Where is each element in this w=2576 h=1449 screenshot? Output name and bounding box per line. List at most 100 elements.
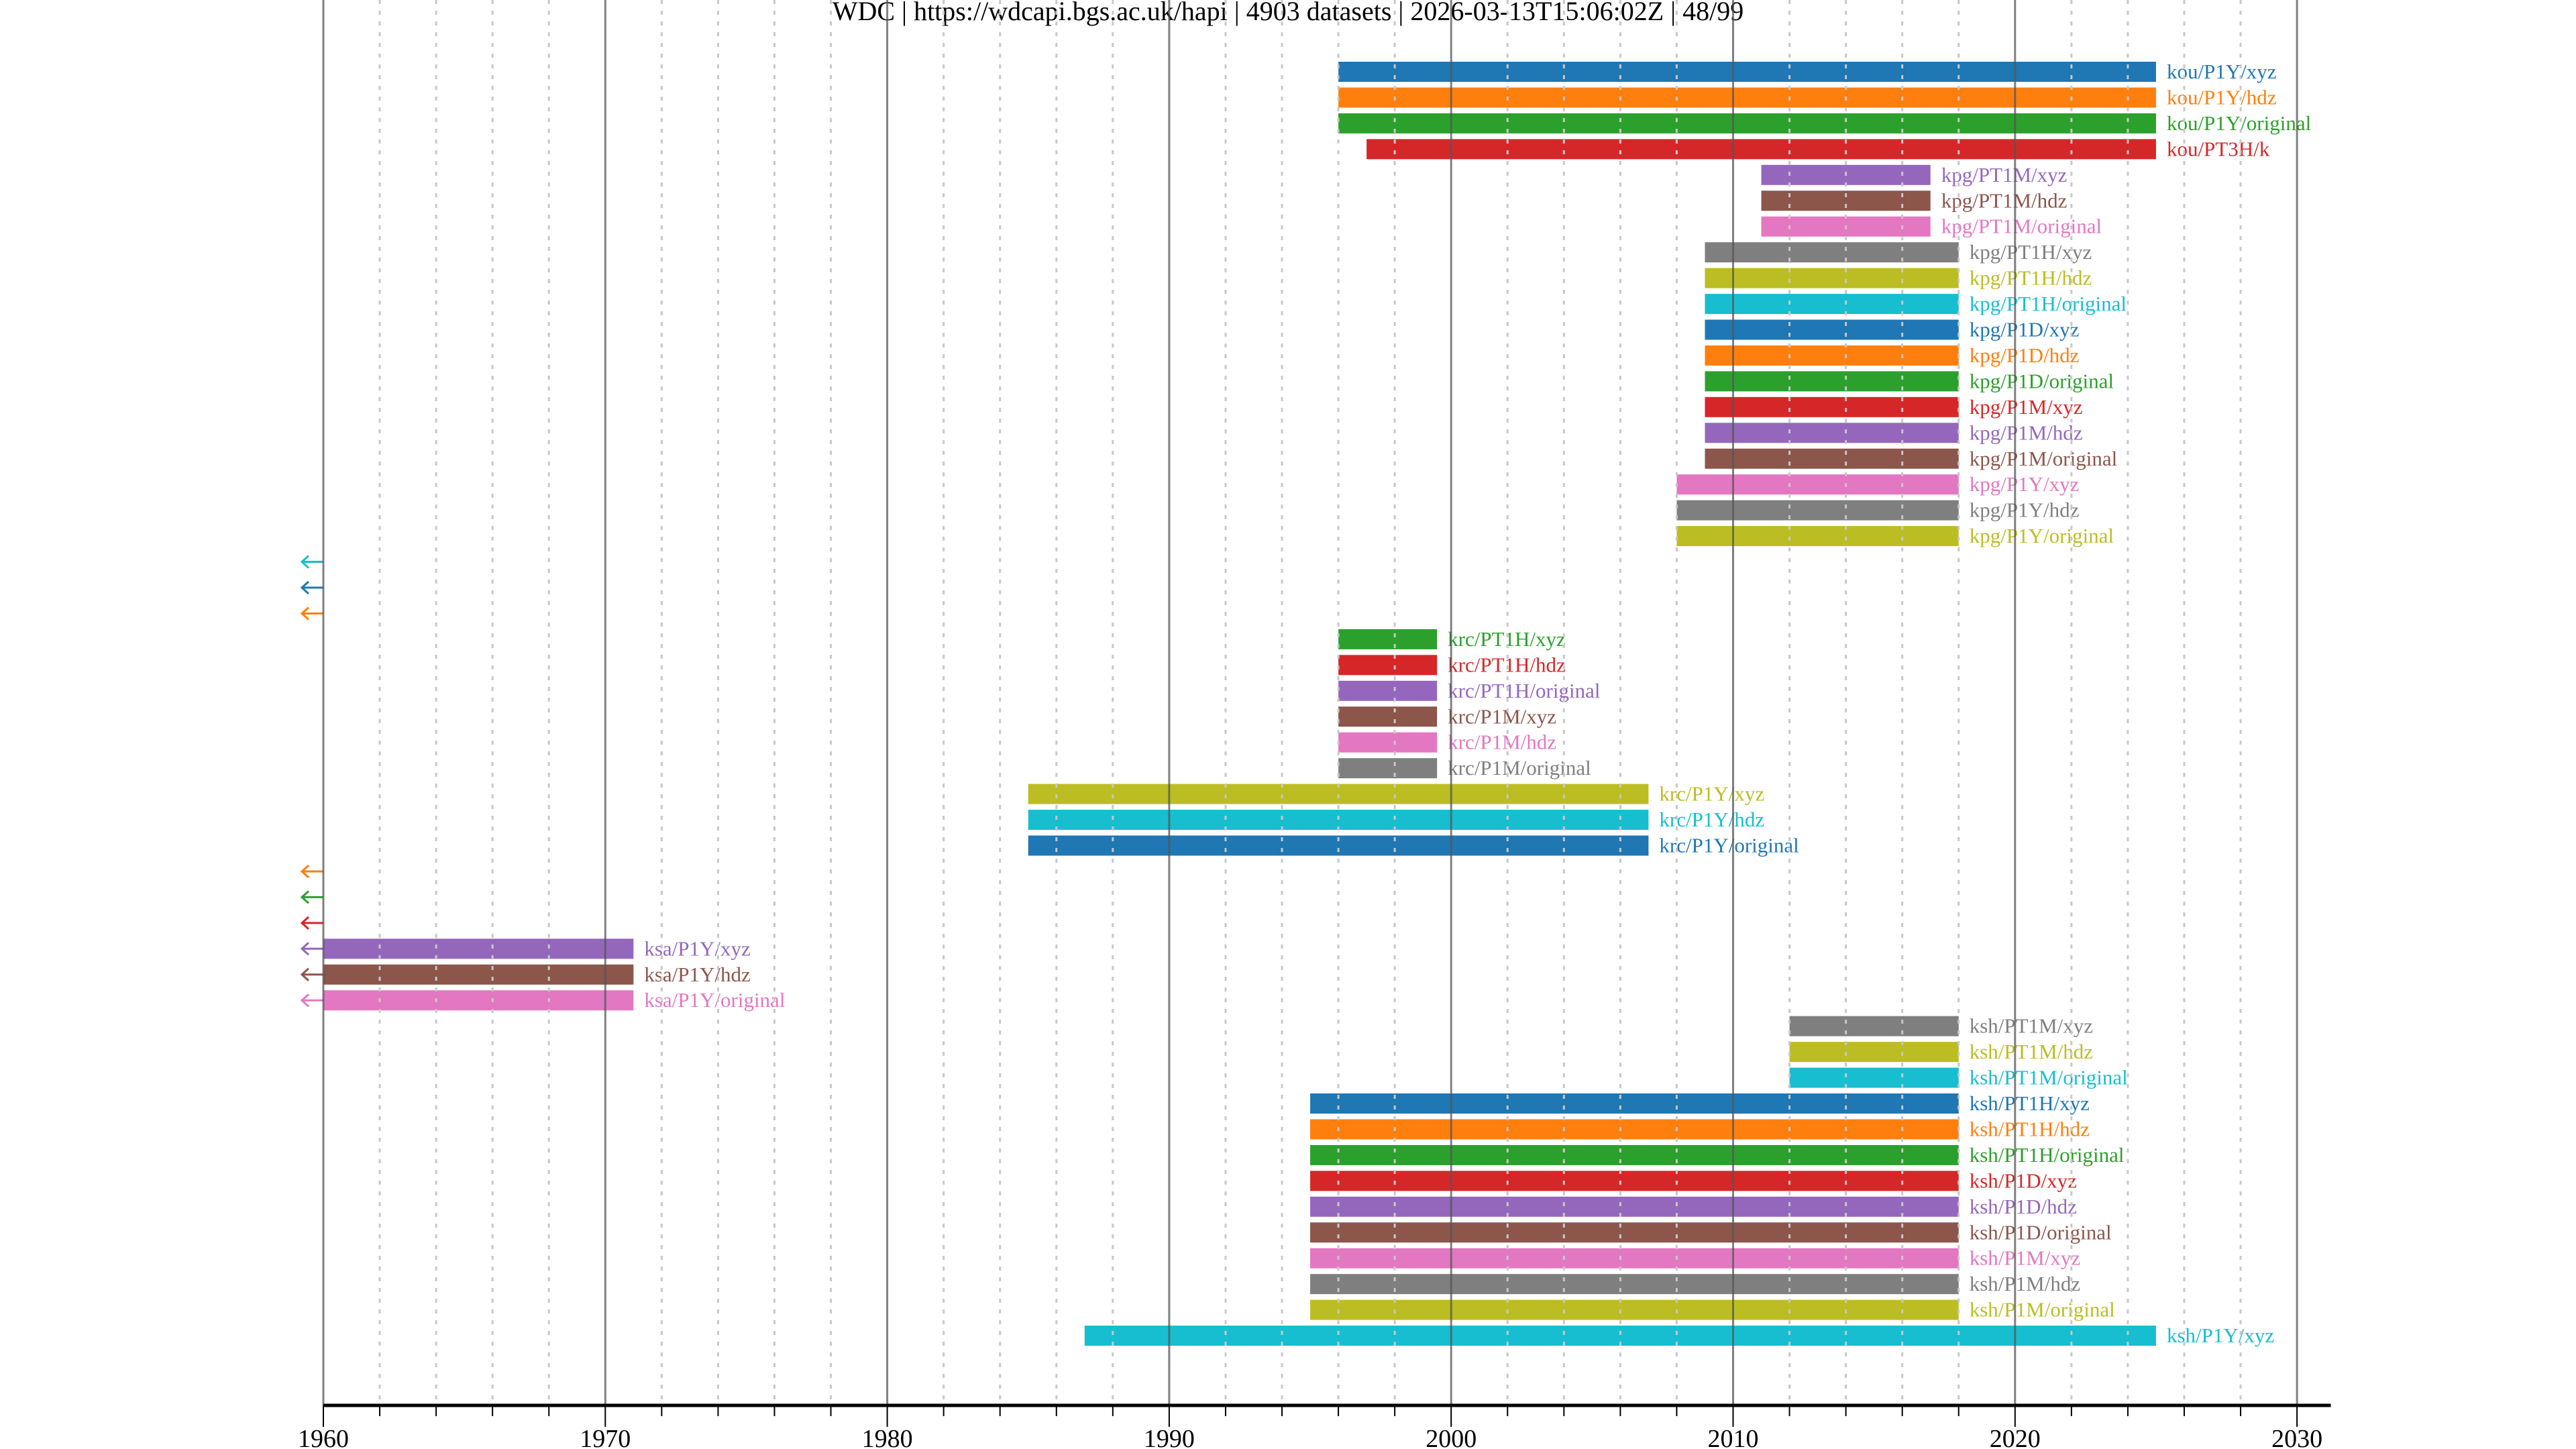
bar-label: kpg/P1Y/xyz [1970, 472, 2080, 496]
bar [1338, 758, 1438, 779]
left-overflow-arrow [300, 994, 323, 1008]
bar [1338, 706, 1438, 727]
bar-label: kpg/PT1M/xyz [1941, 163, 2068, 186]
bar-label: krc/P1M/hdz [1448, 731, 1556, 754]
bar [1338, 113, 2156, 133]
bar [1705, 448, 1959, 469]
bar-label: ksh/PT1M/xyz [1970, 1014, 2093, 1038]
bar-label: kpg/PT1H/xyz [1970, 240, 2092, 264]
bar-label: ksh/PT1H/original [1970, 1143, 2125, 1167]
x-tick-label: 2030 [2271, 1425, 2322, 1449]
arrow-head [300, 967, 310, 981]
arrow-head [300, 942, 310, 956]
bar [1705, 345, 1959, 366]
bar-label: kpg/P1M/hdz [1970, 421, 2083, 444]
bar [1789, 1067, 1959, 1088]
bar [1310, 1119, 1959, 1140]
bar [1676, 500, 1959, 521]
bar-label: ksh/P1M/hdz [1970, 1272, 2080, 1295]
bar [1705, 242, 1959, 263]
bar-label: ksh/P1Y/xyz [2167, 1324, 2274, 1347]
bar [1310, 1274, 1959, 1295]
left-overflow-arrow [300, 580, 323, 595]
bar [1310, 1222, 1959, 1243]
bar-label: ksh/P1D/hdz [1970, 1195, 2077, 1218]
bar-label: ksh/PT1H/xyz [1970, 1091, 2090, 1115]
bar-label: ksh/PT1H/hdz [1970, 1117, 2090, 1140]
bar [323, 990, 634, 1011]
bar-label: ksh/P1D/original [1970, 1220, 2112, 1244]
left-overflow-arrow [300, 606, 323, 621]
bar-label: kpg/P1Y/hdz [1970, 498, 2080, 522]
x-axis: 1960 1970 1980 1990 2000 2010 2020 2030 [298, 1403, 2331, 1449]
arrow-head [300, 864, 310, 879]
bar [1338, 62, 2156, 82]
bar-label: ksa/P1Y/xyz [644, 936, 750, 960]
bar-label: krc/P1M/original [1448, 756, 1591, 780]
arrow-head [300, 580, 310, 595]
left-overflow-arrow [300, 864, 323, 879]
bar-label: ksh/P1M/xyz [1970, 1246, 2080, 1270]
bar [1789, 1016, 1959, 1036]
left-overflow-arrow [300, 890, 323, 904]
arrow-head [300, 555, 310, 569]
arrow-head [300, 606, 310, 621]
bar [1338, 629, 1438, 649]
bar-label: ksa/P1Y/original [644, 988, 785, 1012]
bar-label: ksa/P1Y/hdz [644, 963, 750, 986]
x-tick-label: 1980 [862, 1425, 913, 1449]
bar [1338, 732, 1438, 753]
bar [1705, 268, 1959, 288]
bar [1789, 1042, 1959, 1063]
bar-label: kpg/PT1H/original [1970, 292, 2127, 315]
x-tick-label: 1970 [580, 1425, 631, 1449]
bar-label: kpg/P1D/original [1970, 369, 2114, 392]
bar [1676, 526, 1959, 547]
grid-layer [322, 0, 2298, 1405]
bar-label: krc/P1M/xyz [1448, 704, 1556, 728]
bar [1705, 371, 1959, 392]
x-tick-label: 2010 [1708, 1425, 1759, 1449]
left-overflow-arrow [300, 942, 323, 956]
bar-label: kpg/P1M/xyz [1970, 395, 2083, 419]
bar-label: kpg/P1Y/original [1970, 524, 2114, 547]
x-tick-label: 2020 [1990, 1425, 2041, 1449]
left-overflow-arrow [300, 967, 323, 981]
bar [1366, 139, 2156, 160]
bar-label: kou/P1Y/original [2167, 111, 2311, 135]
chart-title: WDC | https://wdcapi.bgs.ac.uk/hapi | 49… [833, 0, 1744, 26]
left-overflow-arrow [300, 555, 323, 569]
bar [1310, 1144, 1959, 1165]
bar-label: krc/P1Y/xyz [1659, 782, 1764, 806]
bar [1705, 294, 1959, 315]
bar [1338, 680, 1438, 701]
bar-label: kou/P1Y/xyz [2167, 60, 2277, 83]
x-tick-label: 1990 [1144, 1425, 1195, 1449]
bar [1310, 1093, 1959, 1114]
bar-label: ksh/PT1M/hdz [1970, 1040, 2093, 1063]
x-tick-label: 1960 [298, 1425, 349, 1449]
bar [1310, 1171, 1959, 1191]
bar-label: krc/PT1H/original [1448, 679, 1600, 702]
bar-label: ksh/PT1M/original [1970, 1066, 2128, 1089]
bar-label: krc/P1Y/hdz [1659, 808, 1764, 831]
x-tick-label: 2000 [1426, 1425, 1477, 1449]
bar [1705, 423, 1959, 443]
bar [1338, 655, 1438, 676]
bar [1310, 1196, 1959, 1217]
bar [1338, 87, 2156, 108]
bar-label: kou/PT3H/k [2167, 137, 2270, 160]
bar [1705, 319, 1959, 340]
arrow-head [300, 890, 310, 904]
bar-label: kpg/PT1M/original [1941, 215, 2102, 238]
left-overflow-arrow [300, 916, 323, 930]
bar [323, 964, 634, 985]
bar-label: ksh/P1M/original [1970, 1298, 2115, 1322]
bar [1676, 474, 1959, 495]
bar [1310, 1299, 1959, 1320]
bar-label: kpg/P1D/hdz [1970, 343, 2080, 367]
bar-label: kpg/PT1H/hdz [1970, 266, 2092, 290]
arrow-head [300, 994, 310, 1008]
bar [1705, 396, 1959, 417]
